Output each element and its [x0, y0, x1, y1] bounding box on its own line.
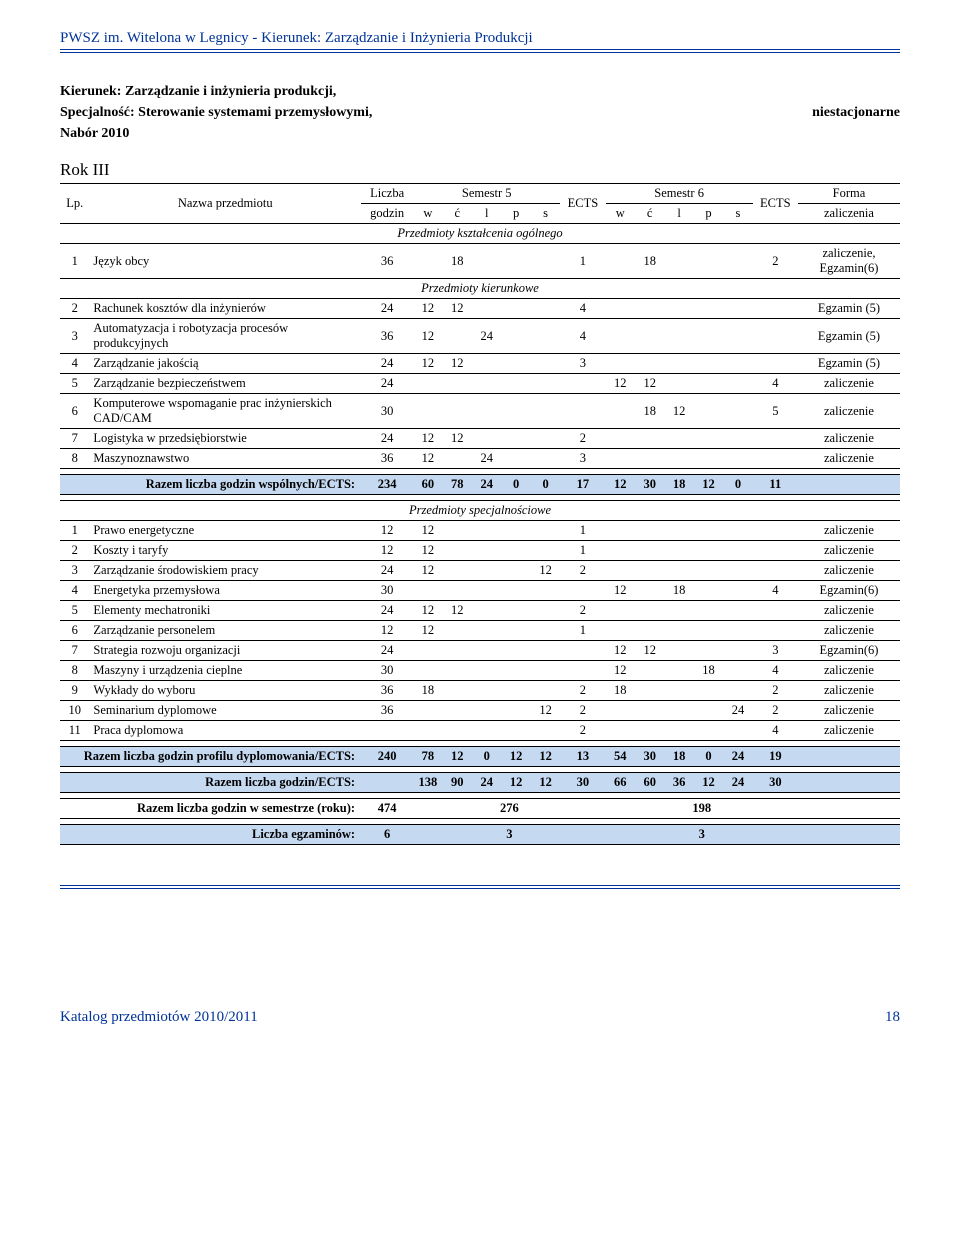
summary-row: Liczba egzaminów:633 — [60, 825, 900, 845]
summary-row: Razem liczba godzin w semestrze (roku):4… — [60, 799, 900, 819]
page-header: PWSZ im. Witelona w Legnicy - Kierunek: … — [60, 30, 900, 47]
intro-line-1: Kierunek: Zarządzanie i inżynieria produ… — [60, 81, 900, 102]
th-liczba: Liczba — [361, 184, 413, 204]
intro-line-3: Nabór 2010 — [60, 123, 900, 144]
th-lp: Lp. — [60, 184, 89, 224]
section-header: Przedmioty kształcenia ogólnego — [60, 224, 900, 244]
th-l1: l — [472, 204, 501, 224]
table-row: 2Rachunek kosztów dla inżynierów2412124E… — [60, 299, 900, 319]
summary-row: Razem liczba godzin/ECTS:138902412123066… — [60, 773, 900, 793]
table-row: 7Logistyka w przedsiębiorstwie2412122zal… — [60, 429, 900, 449]
header-rule — [60, 49, 900, 53]
table-row: 11Praca dyplomowa24zaliczenie — [60, 721, 900, 741]
th-p1: p — [501, 204, 530, 224]
th-sem5: Semestr 5 — [413, 184, 560, 204]
th-godzin: godzin — [361, 204, 413, 224]
table-row: 7Strategia rozwoju organizacji2412123Egz… — [60, 641, 900, 661]
th-c1: ć — [443, 204, 472, 224]
table-row: 2Koszty i taryfy12121zaliczenie — [60, 541, 900, 561]
table-row: 1Język obcy36181182zaliczenie, Egzamin(6… — [60, 244, 900, 279]
table-head: Lp. Nazwa przedmiotu Liczba Semestr 5 EC… — [60, 184, 900, 224]
th-s2: s — [723, 204, 752, 224]
summary-row: Razem liczba godzin wspólnych/ECTS:23460… — [60, 475, 900, 495]
intro-block: Kierunek: Zarządzanie i inżynieria produ… — [60, 81, 900, 144]
th-w1: w — [413, 204, 442, 224]
table-row: 3Zarządzanie środowiskiem pracy2412122za… — [60, 561, 900, 581]
table-row: 8Maszynoznawstwo3612243zaliczenie — [60, 449, 900, 469]
footer-rule — [60, 885, 900, 889]
table-row: 6Zarządzanie personelem12121zaliczenie — [60, 621, 900, 641]
intro-line-2a: Specjalność: Sterowanie systemami przemy… — [60, 102, 372, 123]
th-ects5: ECTS — [560, 184, 605, 224]
table-row: 4Energetyka przemysłowa3012184Egzamin(6) — [60, 581, 900, 601]
footer-left: Katalog przedmiotów 2010/2011 — [60, 1009, 258, 1026]
th-zal: zaliczenia — [798, 204, 900, 224]
table-row: 8Maszyny i urządzenia cieplne3012184zali… — [60, 661, 900, 681]
table-row: 5Elementy mechatroniki2412122zaliczenie — [60, 601, 900, 621]
th-nazwa: Nazwa przedmiotu — [89, 184, 361, 224]
table-row: 4Zarządzanie jakością2412123Egzamin (5) — [60, 354, 900, 374]
th-p2: p — [694, 204, 723, 224]
table-body: Przedmioty kształcenia ogólnego1Język ob… — [60, 224, 900, 845]
table-row: 10Seminarium dyplomowe36122242zaliczenie — [60, 701, 900, 721]
year-label: Rok III — [60, 160, 900, 180]
section-header: Przedmioty specjalnościowe — [60, 501, 900, 521]
section-header: Przedmioty kierunkowe — [60, 279, 900, 299]
table-row: 5Zarządzanie bezpieczeństwem2412124zalic… — [60, 374, 900, 394]
summary-row: Razem liczba godzin profilu dyplomowania… — [60, 747, 900, 767]
th-w2: w — [606, 204, 635, 224]
th-l2: l — [664, 204, 693, 224]
table-row: 1Prawo energetyczne12121zaliczenie — [60, 521, 900, 541]
th-ects6: ECTS — [753, 184, 798, 224]
table-row: 6Komputerowe wspomaganie prac inżyniersk… — [60, 394, 900, 429]
th-forma: Forma — [798, 184, 900, 204]
footer-page-num: 18 — [885, 1009, 900, 1026]
table-row: 9Wykłady do wyboru36182182zaliczenie — [60, 681, 900, 701]
th-s1: s — [531, 204, 560, 224]
curriculum-table: Lp. Nazwa przedmiotu Liczba Semestr 5 EC… — [60, 183, 900, 845]
intro-line-2b: niestacjonarne — [812, 102, 900, 123]
th-sem6: Semestr 6 — [606, 184, 753, 204]
th-c2: ć — [635, 204, 664, 224]
table-row: 3Automatyzacja i robotyzacja procesów pr… — [60, 319, 900, 354]
